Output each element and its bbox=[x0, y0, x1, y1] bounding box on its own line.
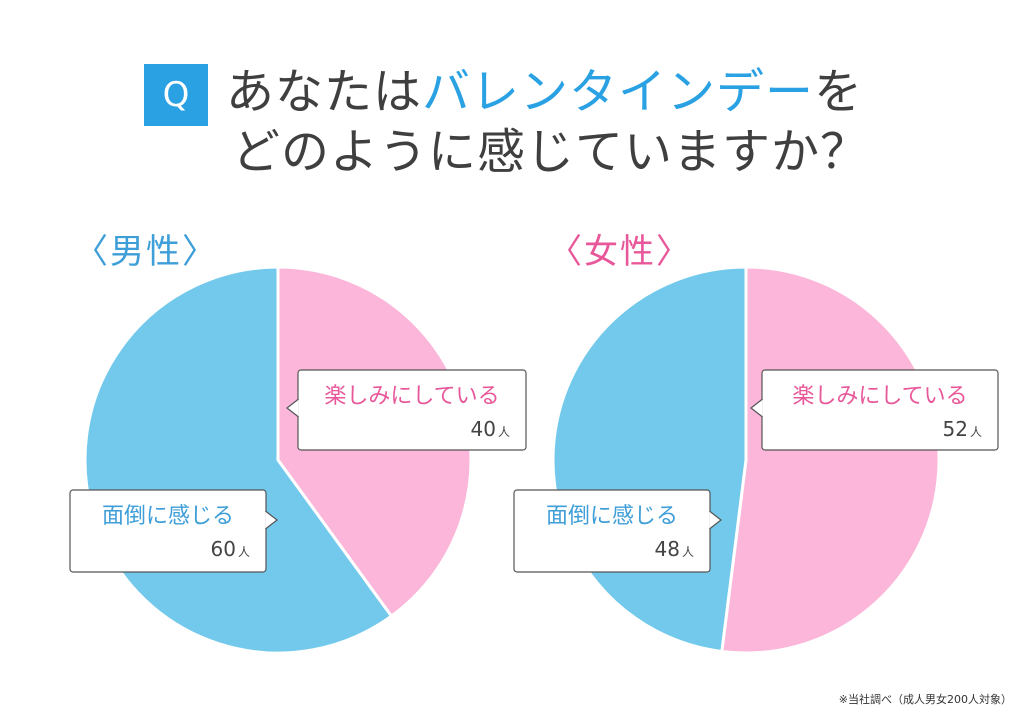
source-note: ※当社調べ（成人男女200人対象） bbox=[838, 693, 1012, 706]
title-suffix: を bbox=[814, 64, 864, 120]
slice-label: 楽しみにしている bbox=[792, 384, 967, 409]
slice-value: 40 人 bbox=[471, 417, 510, 441]
slice-value: 48 人 bbox=[655, 537, 694, 561]
title-highlight: バレンタインデー bbox=[422, 64, 815, 120]
question-badge: Q bbox=[144, 64, 208, 126]
slice-label: 面倒に感じる bbox=[102, 504, 234, 529]
callout-enjoy: 楽しみにしている 40 人 bbox=[286, 369, 527, 451]
pie-slice-bother bbox=[551, 265, 748, 654]
slice-label: 面倒に感じる bbox=[546, 504, 678, 529]
callout-bother: 面倒に感じる 60 人 bbox=[69, 489, 278, 573]
callout-bother: 面倒に感じる 48 人 bbox=[513, 489, 722, 573]
callout-enjoy: 楽しみにしている 52 人 bbox=[750, 369, 999, 451]
question-title: あなたはバレンタインデーを どのように感じていますか？ bbox=[226, 62, 946, 182]
pie-slice-enjoy bbox=[720, 265, 941, 655]
title-line2: どのように感じていますか？ bbox=[232, 124, 870, 180]
slice-value: 60 人 bbox=[211, 537, 250, 561]
title-prefix: あなたは bbox=[226, 64, 423, 120]
slice-value: 52 人 bbox=[943, 417, 982, 441]
chart-title-male: 〈男性〉 bbox=[74, 232, 218, 272]
slice-label: 楽しみにしている bbox=[324, 384, 499, 409]
chart-title-female: 〈女性〉 bbox=[548, 232, 692, 272]
